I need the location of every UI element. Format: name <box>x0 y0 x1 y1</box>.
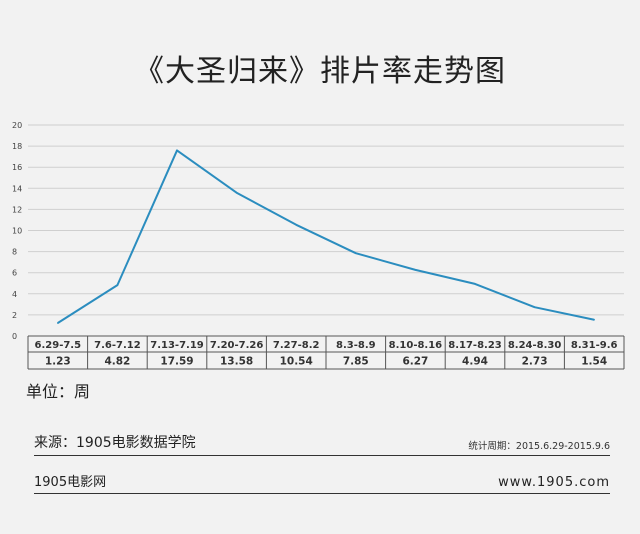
unit-label: 单位：周 <box>26 382 91 401</box>
y-tick-label: 14 <box>12 184 22 193</box>
data-value-label: 7.85 <box>343 356 369 368</box>
data-point <box>176 149 178 152</box>
data-point <box>355 252 357 254</box>
data-point <box>295 224 298 226</box>
series-line-group <box>57 149 595 324</box>
data-point <box>116 284 119 286</box>
grid-lines <box>28 124 624 337</box>
brand-text: 1905电影网 <box>34 475 107 490</box>
data-value-label: 6.27 <box>402 356 428 368</box>
data-value-label: 1.54 <box>581 356 607 368</box>
data-point <box>593 318 595 321</box>
data-point <box>235 191 238 194</box>
y-tick-label: 4 <box>12 290 17 299</box>
x-category-label: 7.6-7.12 <box>94 340 141 351</box>
data-value-label: 1.23 <box>45 356 71 368</box>
data-point <box>474 283 476 285</box>
x-category-label: 8.3-8.9 <box>336 340 376 351</box>
data-value-label: 4.94 <box>462 356 488 368</box>
data-value-label: 4.82 <box>104 356 130 368</box>
y-tick-label: 16 <box>12 163 22 172</box>
data-point <box>414 269 417 271</box>
y-tick-label: 2 <box>12 311 17 320</box>
x-category-label: 6.29-7.5 <box>35 340 82 351</box>
data-value-label: 13.58 <box>220 356 253 368</box>
brand-row: 1905电影网 www.1905.com <box>34 472 610 494</box>
x-category-label: 7.20-7.26 <box>210 340 264 351</box>
x-category-label: 8.10-8.16 <box>389 340 443 351</box>
data-point <box>533 306 536 308</box>
y-tick-label: 8 <box>12 248 17 257</box>
series-line <box>57 149 595 324</box>
y-tick-label: 18 <box>12 142 22 151</box>
data-table: 6.29-7.5 7.6-7.12 7.13-7.19 7.20-7.26 7.27-8… <box>27 335 625 370</box>
x-category-label: 8.24-8.30 <box>508 340 562 351</box>
y-tick-label: 0 <box>12 332 17 341</box>
chart-title: 《大圣归来》排片率走势图 <box>134 54 506 89</box>
y-tick-label: 6 <box>12 269 17 278</box>
data-value-label: 10.54 <box>280 356 313 368</box>
website-text: www.1905.com <box>498 475 610 490</box>
y-tick-label: 12 <box>12 205 22 214</box>
x-category-label: 7.27-8.2 <box>273 340 320 351</box>
source-row: 来源：1905电影数据学院 统计周期：2015.6.29-2015.9.6 <box>34 434 610 456</box>
x-category-label: 8.17-8.23 <box>448 340 502 351</box>
data-value-label: 2.73 <box>522 356 548 368</box>
x-category-label: 8.31-9.6 <box>571 340 618 351</box>
data-value-label: 17.59 <box>160 356 193 368</box>
y-tick-label: 20 <box>12 121 22 130</box>
source-text: 来源：1905电影数据学院 <box>34 435 196 451</box>
data-point <box>57 322 59 324</box>
x-category-label: 7.13-7.19 <box>150 340 204 351</box>
y-tick-label: 10 <box>12 227 22 236</box>
y-axis-ticks: 0 2 4 6 8 10 12 14 16 18 20 <box>12 121 22 341</box>
period-text: 统计周期：2015.6.29-2015.9.6 <box>468 441 610 452</box>
